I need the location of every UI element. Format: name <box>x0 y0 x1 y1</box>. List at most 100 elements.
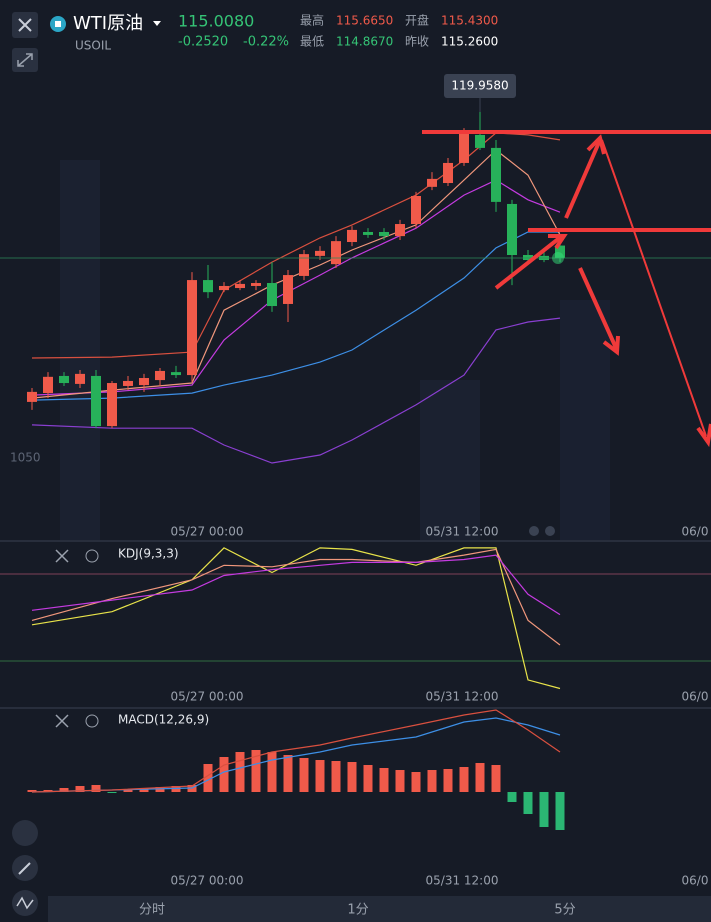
macd-bar <box>107 792 117 793</box>
candle-body <box>523 254 533 261</box>
symbol-code: USOIL <box>75 39 111 53</box>
indicator-line <box>31 317 561 464</box>
candle-body <box>139 378 149 386</box>
candle-body <box>91 375 101 427</box>
indicator-line <box>31 709 561 793</box>
macd-bar <box>75 786 85 792</box>
candle-body <box>235 283 245 289</box>
macd-bar <box>443 769 453 792</box>
building <box>420 380 480 540</box>
macd-bar <box>491 765 501 792</box>
indicator-line <box>31 717 561 793</box>
candle-body <box>411 195 421 225</box>
annotation <box>422 130 711 448</box>
macd-bar <box>251 750 261 792</box>
candle-body <box>315 250 325 256</box>
candle-body <box>363 231 373 235</box>
indicator-title: KDJ(9,3,3) <box>118 547 179 561</box>
x-tick-label: 05/27 00:00 <box>171 525 244 539</box>
timeframe-tab[interactable]: 5分 <box>554 903 575 918</box>
candle-body <box>283 275 293 304</box>
settings-indicator[interactable] <box>85 714 99 728</box>
macd-bar <box>539 792 549 827</box>
current-price-dot <box>552 252 564 265</box>
candle-body <box>555 245 565 259</box>
scroll-dot[interactable] <box>529 526 539 536</box>
macd-bar <box>395 770 405 792</box>
macd-bar <box>507 792 517 802</box>
macd-bar <box>459 767 469 792</box>
candle-body <box>27 391 37 402</box>
candle-body <box>171 372 181 376</box>
stat-value: 115.2600 <box>441 35 498 49</box>
candle-body <box>427 178 437 187</box>
stat-label: 昨收 <box>405 35 429 49</box>
logo-mark <box>55 21 61 27</box>
indicator-line <box>31 554 561 616</box>
macd-bar <box>123 789 133 792</box>
collapse-icon <box>17 53 33 67</box>
symbol-name[interactable]: WTI原油 <box>73 13 143 34</box>
x-tick-label: 05/31 12:00 <box>426 525 499 539</box>
indicator-title: MACD(12,26,9) <box>118 713 209 727</box>
macd-bar <box>267 752 277 792</box>
candle-body <box>187 280 197 376</box>
candle-body <box>395 224 405 237</box>
max-tooltip <box>444 73 516 98</box>
candle-body <box>443 162 453 184</box>
x-tick-label: 06/0 <box>682 525 709 539</box>
candle-body <box>347 229 357 243</box>
candle-body <box>331 241 341 265</box>
remove-indicator[interactable] <box>55 714 69 728</box>
candle-body <box>491 147 501 202</box>
max-label: 119.9580 <box>451 78 508 92</box>
x-tick-label: 06/0 <box>682 690 709 704</box>
stat-label: 开盘 <box>405 13 429 28</box>
candle-body <box>507 203 517 255</box>
x-tick-label: 05/31 12:00 <box>426 690 499 704</box>
candle-body <box>379 231 389 237</box>
macd-bar <box>411 772 421 792</box>
macd-bar <box>59 788 69 792</box>
candle-body <box>107 383 117 427</box>
macd-bar <box>139 788 149 792</box>
building <box>60 160 100 540</box>
timeframe-tab[interactable]: 分时 <box>139 903 165 918</box>
stat-value: 114.8670 <box>336 35 393 49</box>
indicator-line <box>31 547 561 690</box>
macd-bar <box>347 762 357 792</box>
x-tick-label: 06/0 <box>682 874 709 888</box>
macd-bar <box>331 761 341 792</box>
macd-bar <box>523 792 533 814</box>
candle-body <box>459 131 469 163</box>
change-pct: -0.22% <box>243 35 289 50</box>
stat-label: 最低 <box>300 35 324 49</box>
candle-body <box>219 285 229 291</box>
charts: 05/27 00:00 05/31 12:00 06/0 119.9580 05/27 … <box>0 73 711 888</box>
dropdown-icon[interactable] <box>153 21 161 26</box>
macd-bar <box>315 760 325 792</box>
stat-value: 115.4300 <box>441 14 498 28</box>
macd-bar <box>27 790 37 792</box>
x-tick-label: 05/27 00:00 <box>171 690 244 704</box>
candle-body <box>75 373 85 384</box>
macd-bar <box>91 785 101 792</box>
settings-indicator[interactable] <box>85 549 99 563</box>
candle-body <box>475 134 485 148</box>
macd-bar <box>379 768 389 792</box>
tab-bar <box>48 896 711 922</box>
candle-body <box>251 283 261 286</box>
x-tick-label: 05/27 00:00 <box>171 874 244 888</box>
building <box>560 300 610 540</box>
tool-button[interactable] <box>12 820 38 846</box>
macd-bar <box>299 758 309 792</box>
macd-bar <box>155 787 165 792</box>
candle-body <box>59 375 69 384</box>
scroll-dot[interactable] <box>545 526 555 536</box>
timeframe-tab[interactable]: 1分 <box>347 903 368 918</box>
remove-indicator[interactable] <box>55 549 69 563</box>
close-icon <box>18 18 32 32</box>
macd-bar <box>235 752 245 792</box>
candle-body <box>267 283 277 307</box>
